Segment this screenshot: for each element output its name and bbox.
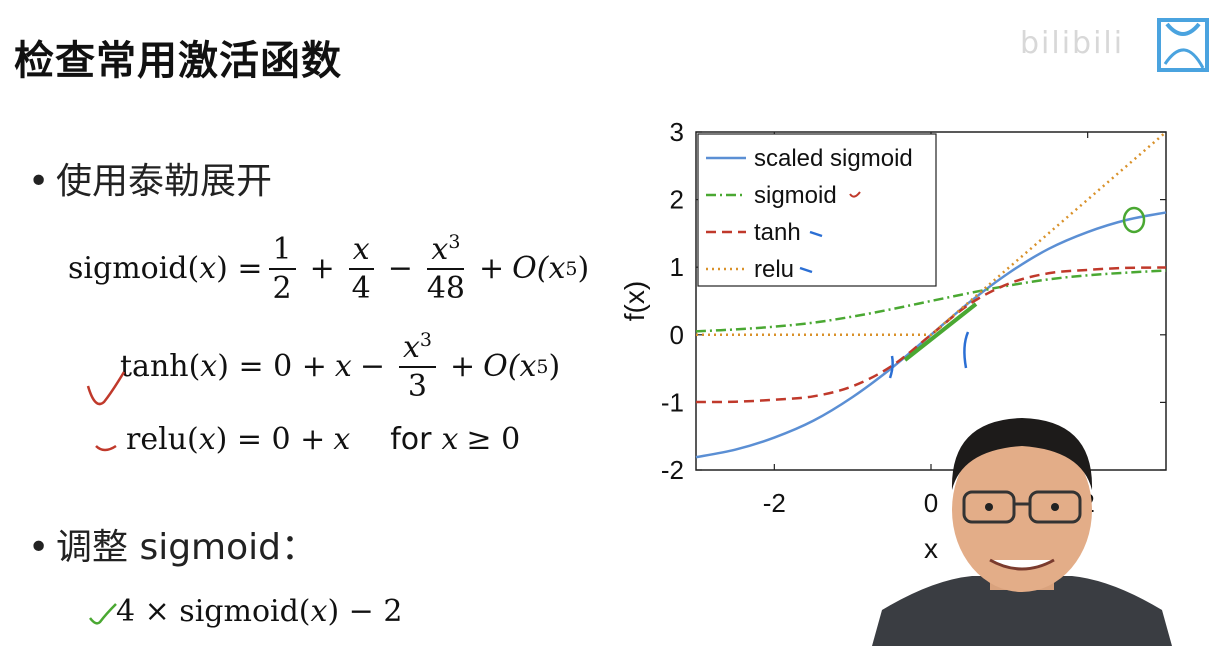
op-plus-2: + <box>479 251 505 286</box>
presenter-video <box>872 418 1172 646</box>
y-tick-label: 1 <box>670 252 684 282</box>
presenter-shirt <box>872 576 1172 646</box>
tanh-lhs: tanh( <box>120 349 201 384</box>
x-axis-label: x <box>924 533 938 564</box>
blue-mark-legend-tanh <box>809 230 823 238</box>
x-tick-label: 0 <box>924 488 938 518</box>
x-tick-label: -2 <box>763 488 786 518</box>
series-line-relu <box>696 131 1167 337</box>
green-slope-annotation <box>903 302 978 362</box>
y-axis-label: f(x) <box>619 281 650 321</box>
blue-mark-legend-relu <box>799 266 813 274</box>
legend-entry: sigmoid <box>754 182 837 209</box>
legend-entry: tanh <box>754 219 801 246</box>
sigmoid-var: x <box>199 251 217 286</box>
bullet-taylor: • 使用泰勒展开 <box>28 161 273 202</box>
blue-bracket-annotation <box>963 331 970 369</box>
op-plus: + <box>309 251 335 286</box>
green-circle-annotation <box>1122 206 1146 234</box>
watermark-logo: bilibili <box>1020 14 1220 84</box>
watermark-text: bilibili <box>1020 26 1125 61</box>
op-minus: − <box>387 251 413 286</box>
presenter-face <box>952 428 1092 592</box>
y-tick-label: -1 <box>661 387 684 417</box>
relu-lhs: relu( <box>126 422 199 457</box>
bullet-taylor-text: 使用泰勒展开 <box>56 161 273 202</box>
formula-tanh: tanh(x) = 0 + x − x3 3 + O(x 5) <box>120 329 561 404</box>
frac-x3-3: x3 3 <box>398 330 436 403</box>
glasses-icon <box>962 490 1082 524</box>
sigmoid-lhs: sigmoid( <box>68 251 200 286</box>
slide-title: 检查常用激活函数 <box>14 38 342 84</box>
presenter-hair <box>951 418 1093 490</box>
big-o: O( <box>512 251 549 286</box>
legend-entry: relu <box>754 256 794 283</box>
blue-tick-annotation <box>888 355 894 379</box>
tv-icon <box>1157 18 1209 72</box>
bullet-adjust: • 调整 sigmoid： <box>28 527 318 568</box>
relu-for: for <box>390 422 432 457</box>
y-tick-label: 3 <box>670 117 684 147</box>
red-mark-legend <box>849 191 861 198</box>
formula-scaled: 4 × sigmoid(x) − 2 <box>116 594 403 629</box>
y-tick-label: 2 <box>670 185 684 215</box>
y-tick-label: -2 <box>661 455 684 485</box>
y-tick-label: 0 <box>670 320 684 350</box>
frac-x3-48: x3 48 <box>426 231 466 306</box>
bullet-adjust-text: 调整 sigmoid： <box>56 527 318 568</box>
sigmoid-eq: ) = <box>216 251 263 286</box>
presenter-smile <box>989 558 1055 571</box>
legend-entry: scaled sigmoid <box>754 145 913 172</box>
legend-box <box>697 133 937 287</box>
formula-relu: relu(x) = 0 + x for x ≥ 0 <box>126 422 521 457</box>
